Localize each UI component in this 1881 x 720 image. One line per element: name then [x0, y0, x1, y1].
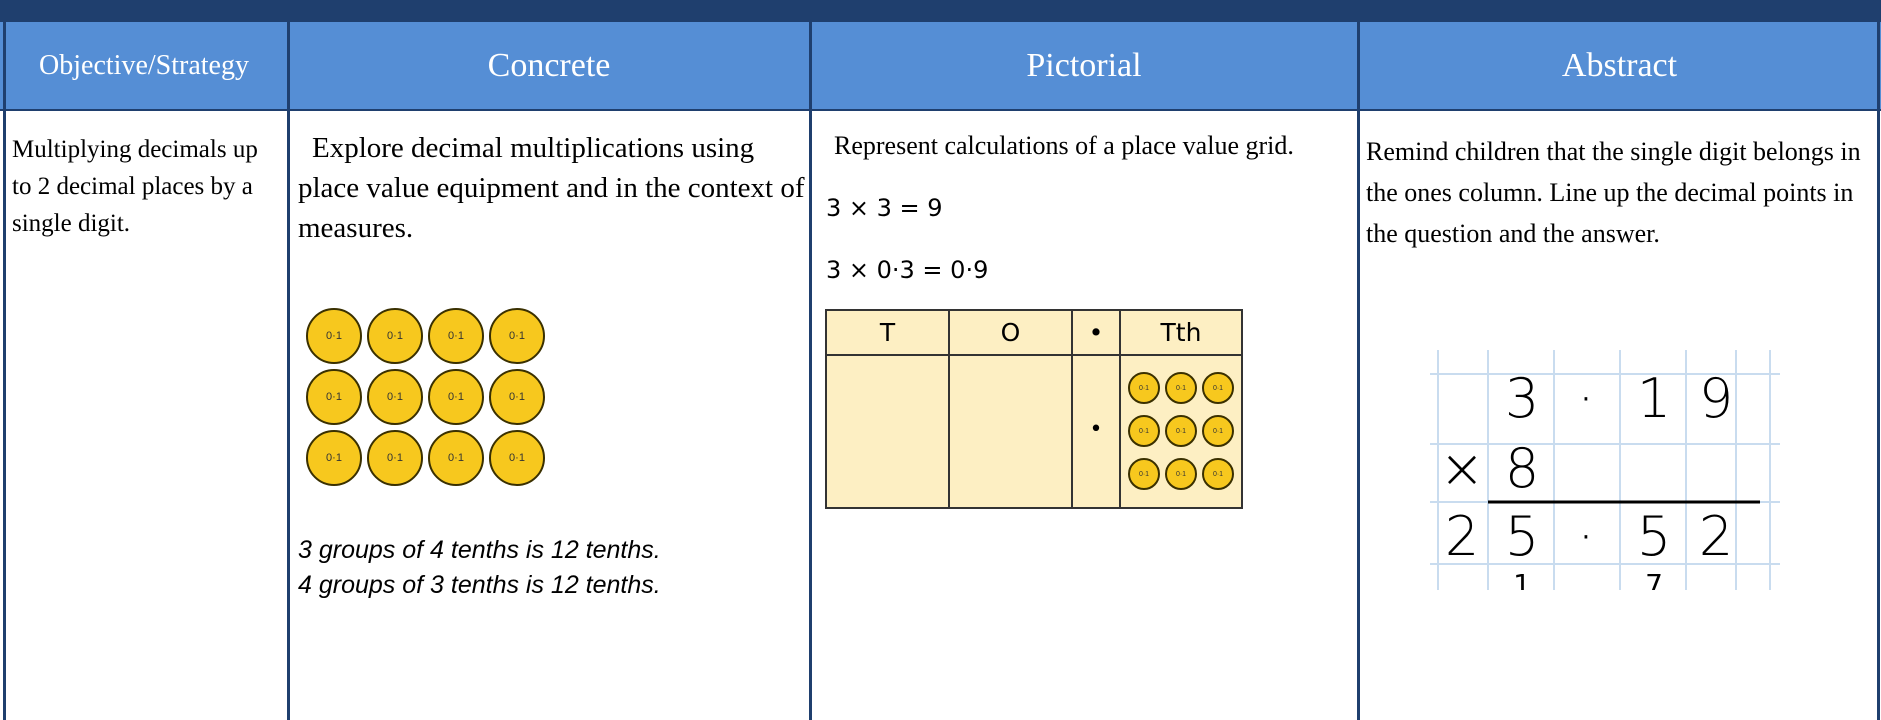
counter	[367, 369, 423, 425]
equation: 3 × 0·3 = 0·9	[826, 256, 989, 284]
counter-label: 0·1	[1213, 385, 1223, 392]
carry: 1	[1513, 568, 1531, 590]
counter	[489, 308, 545, 364]
digit: 3	[1505, 367, 1539, 430]
counter-label: 0·1	[1176, 428, 1186, 435]
digit: 8	[1505, 437, 1539, 500]
counter-label: 0·1	[1213, 471, 1223, 478]
digit: 2	[1445, 505, 1479, 568]
concrete-text: Explore decimal multiplications using pl…	[298, 132, 805, 244]
counter-label: 0·1	[387, 391, 403, 403]
grid-header: •	[1089, 318, 1104, 347]
counter	[428, 369, 484, 425]
counter-label: 0·1	[1213, 428, 1223, 435]
counter	[489, 369, 545, 425]
carry: 7	[1645, 568, 1663, 590]
counter	[306, 430, 362, 486]
header-cell: Concrete	[288, 22, 810, 110]
header-cell: Abstract	[1358, 22, 1881, 110]
counter	[1202, 415, 1234, 447]
counter	[1165, 372, 1197, 404]
counter-label: 0·1	[1176, 385, 1186, 392]
objective-text: Multiplying decimals up to 2 decimal pla…	[12, 136, 258, 237]
counter-label: 0·1	[1139, 471, 1149, 478]
counter-label: 0·1	[509, 391, 525, 403]
header-cell: Pictorial	[810, 22, 1358, 110]
column-divider	[1357, 22, 1360, 720]
counter-label: 0·1	[387, 452, 403, 464]
digit: ·	[1577, 367, 1594, 430]
counter-label: 0·1	[1176, 471, 1186, 478]
counter	[1165, 458, 1197, 490]
column-divider	[809, 22, 812, 720]
counter-label: 0·1	[509, 330, 525, 342]
counter	[306, 369, 362, 425]
counter	[306, 308, 362, 364]
counter	[1202, 372, 1234, 404]
column-divider	[1877, 22, 1880, 720]
grid-header: O	[1001, 318, 1021, 347]
caption: 3 groups of 4 tenths is 12 tenths.	[298, 536, 661, 564]
counter-label: 0·1	[326, 452, 342, 464]
counter	[1128, 415, 1160, 447]
counter-label: 0·1	[326, 330, 342, 342]
captions: 3 groups of 4 tenths is 12 tenths. 4 gro…	[298, 533, 661, 603]
counter-label: 0·1	[1139, 428, 1149, 435]
counter	[1202, 458, 1234, 490]
row-divider	[0, 109, 1881, 111]
counter-label: 0·1	[1139, 385, 1149, 392]
counter-label: 0·1	[509, 452, 525, 464]
counter-label: 0·1	[326, 391, 342, 403]
pictorial-text: Represent calculations of a place value …	[834, 131, 1294, 160]
counter-label: 0·1	[448, 330, 464, 342]
digit: 2	[1699, 505, 1733, 568]
counter	[428, 308, 484, 364]
counter-label: 0·1	[387, 330, 403, 342]
counter	[1165, 415, 1197, 447]
digit: 5	[1637, 505, 1671, 568]
digit: 1	[1637, 367, 1671, 430]
counter	[428, 430, 484, 486]
digit: 5	[1505, 505, 1539, 568]
column-divider	[287, 22, 290, 720]
caption: 4 groups of 3 tenths is 12 tenths.	[298, 571, 661, 599]
grid-header: T	[879, 318, 896, 347]
header-cell: Objective/Strategy	[0, 22, 288, 110]
counter	[489, 430, 545, 486]
column-divider	[3, 22, 6, 720]
counter-label: 0·1	[448, 391, 464, 403]
equation: 3 × 3 = 9	[826, 194, 943, 222]
place-value-grid: T O • Tth • 0·1 0·1 0·1 0·1 0·1 0·1 0·1 0·1 0·1	[825, 309, 1243, 509]
digit: 9	[1699, 367, 1733, 430]
top-band	[0, 0, 1881, 22]
digit: ×	[1439, 437, 1484, 500]
counters: 0·1 0·1 0·1 0·1 0·1 0·1 0·1 0·1 0·1 0·1 0·1 0·1	[306, 308, 545, 486]
digit: ·	[1577, 505, 1594, 568]
decimal-point: •	[1090, 417, 1103, 442]
counter	[367, 308, 423, 364]
counter-label: 0·1	[448, 452, 464, 464]
counter	[1128, 458, 1160, 490]
counter	[367, 430, 423, 486]
abstract-text: Remind children that the single digit be…	[1366, 137, 1861, 248]
written-method: 3 · 1 9× 82 5 · 5 21 7	[1430, 350, 1780, 590]
counter	[1128, 372, 1160, 404]
grid-header: Tth	[1160, 318, 1202, 347]
